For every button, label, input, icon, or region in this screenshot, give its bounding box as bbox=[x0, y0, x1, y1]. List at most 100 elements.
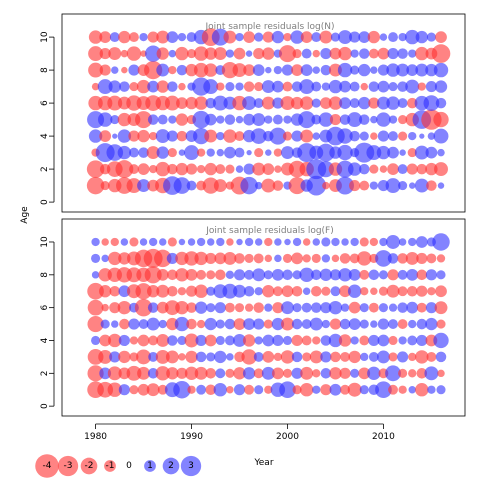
residual-bubble bbox=[291, 64, 303, 76]
residual-bubble bbox=[134, 298, 153, 317]
residual-bubble bbox=[368, 81, 380, 92]
residual-bubble bbox=[338, 334, 352, 347]
residual-bubble bbox=[378, 286, 388, 296]
residual-bubble bbox=[340, 351, 350, 362]
residual-bubble bbox=[129, 82, 139, 92]
residual-bubble bbox=[292, 303, 302, 313]
residual-bubble bbox=[415, 236, 428, 248]
legend: -4 -3 -2 -1 0 1 2 3 bbox=[35, 454, 202, 478]
residual-bubble bbox=[272, 268, 284, 281]
residual-bubble bbox=[416, 269, 428, 281]
residual-bubble bbox=[416, 252, 428, 264]
residual-bubble bbox=[385, 178, 401, 194]
residual-bubble bbox=[288, 177, 306, 195]
residual-bubble bbox=[215, 368, 226, 379]
residual-bubble bbox=[224, 318, 236, 330]
residual-bubble bbox=[349, 253, 360, 264]
residual-bubble bbox=[225, 335, 235, 346]
residual-bubble bbox=[264, 385, 273, 394]
residual-bubble bbox=[433, 62, 449, 78]
residual-bubble bbox=[177, 335, 187, 346]
residual-bubble bbox=[233, 318, 246, 330]
residual-bubble bbox=[274, 165, 282, 173]
residual-bubble bbox=[291, 351, 303, 363]
y-axis-top: 0 2 4 6 8 10 bbox=[40, 31, 55, 205]
residual-bubble bbox=[204, 129, 218, 143]
residual-bubble bbox=[88, 62, 104, 78]
residual-bubble bbox=[328, 333, 343, 348]
residual-bubble bbox=[435, 285, 447, 298]
residual-bubble bbox=[437, 369, 445, 378]
residual-bubble bbox=[261, 178, 276, 193]
residual-bubble bbox=[329, 367, 342, 380]
residual-bubble bbox=[405, 29, 420, 45]
residual-bubble bbox=[369, 181, 379, 190]
residual-bubble bbox=[119, 81, 130, 92]
residual-bubble bbox=[126, 46, 142, 61]
residual-bubble bbox=[147, 114, 159, 125]
residual-bubble bbox=[194, 301, 208, 314]
residual-bubble bbox=[386, 235, 401, 249]
residual-bubble bbox=[148, 351, 159, 362]
residual-bubble bbox=[167, 163, 178, 175]
residual-bubble bbox=[278, 45, 297, 63]
y-tick-label: 8 bbox=[40, 67, 50, 73]
residual-bubble bbox=[101, 254, 109, 263]
residual-bubble bbox=[405, 79, 420, 94]
residual-bubble bbox=[301, 302, 312, 313]
residual-bubble bbox=[320, 384, 332, 396]
residual-bubble bbox=[425, 269, 438, 281]
y-tick-label: 0 bbox=[40, 403, 50, 409]
residual-bubble bbox=[206, 286, 216, 296]
residual-bubble bbox=[155, 129, 170, 144]
residual-bubble bbox=[282, 335, 293, 346]
residual-bubble bbox=[108, 47, 122, 61]
residual-bubble bbox=[377, 350, 390, 364]
residual-bubble bbox=[177, 32, 187, 42]
residual-bubble bbox=[252, 268, 266, 282]
residual-bubble bbox=[86, 160, 105, 178]
residual-bubble bbox=[214, 252, 227, 265]
residual-bubble bbox=[312, 336, 321, 345]
residual-bubble bbox=[358, 63, 371, 77]
residual-bubble bbox=[406, 268, 419, 281]
x-axis: 1980 1990 2000 2010 bbox=[84, 423, 395, 442]
residual-bubble bbox=[87, 299, 104, 316]
residual-bubble bbox=[100, 181, 110, 191]
panel-frame bbox=[61, 218, 466, 417]
residual-bubble bbox=[216, 148, 225, 157]
residual-bubble bbox=[117, 129, 132, 143]
residual-bubble bbox=[426, 351, 437, 362]
residual-bubble bbox=[269, 127, 287, 145]
residual-bubble bbox=[318, 112, 334, 127]
residual-bubble bbox=[176, 64, 188, 76]
residual-bubble bbox=[399, 149, 406, 156]
residual-bubble bbox=[415, 350, 429, 364]
residual-bubble bbox=[417, 82, 426, 91]
residual-bubble bbox=[165, 350, 179, 364]
residual-bubble bbox=[368, 334, 380, 347]
residual-bubble bbox=[408, 386, 416, 394]
residual-bubble bbox=[388, 303, 398, 312]
residual-bubble bbox=[207, 238, 215, 246]
residual-bubble bbox=[216, 237, 225, 247]
residual-bubble bbox=[254, 32, 264, 42]
residual-bubble bbox=[233, 269, 246, 281]
residual-bubble bbox=[425, 317, 438, 331]
residual-bubble bbox=[135, 283, 152, 300]
residual-bubble bbox=[137, 129, 150, 143]
residual-bubble bbox=[185, 96, 198, 110]
residual-bubble bbox=[388, 131, 398, 142]
residual-bubble bbox=[367, 366, 381, 381]
residual-bubble bbox=[159, 238, 167, 246]
residual-bubble bbox=[173, 381, 191, 399]
residual-bubble bbox=[416, 318, 428, 330]
residual-bubble bbox=[99, 64, 111, 76]
residual-bubble bbox=[147, 302, 159, 313]
residual-bubble bbox=[155, 366, 170, 381]
residual-bubble bbox=[241, 349, 257, 365]
residual-bubble bbox=[252, 113, 266, 127]
residual-bubble bbox=[213, 179, 227, 193]
residual-bubble bbox=[136, 79, 151, 94]
residual-bubble bbox=[243, 285, 255, 297]
